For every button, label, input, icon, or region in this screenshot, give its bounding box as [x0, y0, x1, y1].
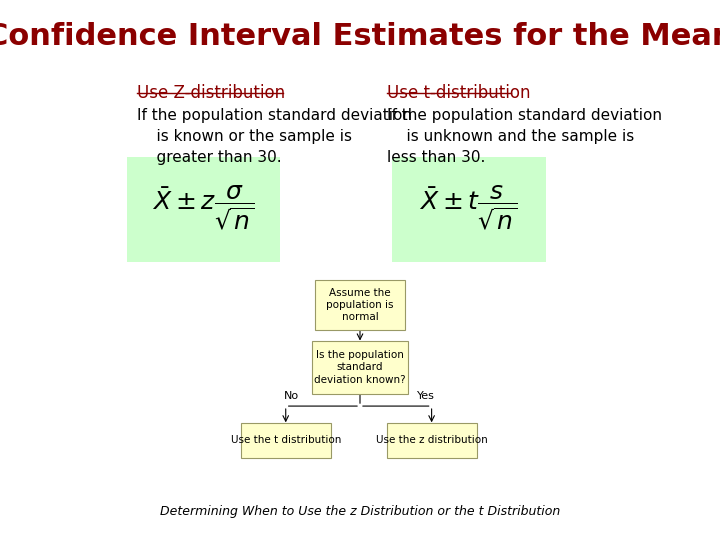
Text: No: No	[284, 390, 299, 401]
Text: Use the z distribution: Use the z distribution	[376, 435, 487, 445]
Text: Use the t distribution: Use the t distribution	[230, 435, 341, 445]
FancyBboxPatch shape	[127, 157, 280, 262]
FancyBboxPatch shape	[240, 422, 330, 458]
FancyBboxPatch shape	[387, 422, 477, 458]
Text: Use t-distribution: Use t-distribution	[387, 84, 530, 102]
Text: If the population standard deviation
    is unknown and the sample is
less than : If the population standard deviation is …	[387, 108, 662, 165]
Text: Use Z-distribution: Use Z-distribution	[138, 84, 285, 102]
Text: Confidence Interval Estimates for the Mean: Confidence Interval Estimates for the Me…	[0, 22, 720, 51]
Text: $\bar{X} \pm z\dfrac{\sigma}{\sqrt{n}}$: $\bar{X} \pm z\dfrac{\sigma}{\sqrt{n}}$	[153, 184, 255, 232]
Text: Is the population
standard
deviation known?: Is the population standard deviation kno…	[314, 350, 406, 384]
FancyBboxPatch shape	[315, 280, 405, 330]
Text: Determining When to Use the z Distribution or the t Distribution: Determining When to Use the z Distributi…	[160, 505, 560, 518]
FancyBboxPatch shape	[312, 341, 408, 394]
Text: If the population standard deviation
    is known or the sample is
    greater t: If the population standard deviation is …	[138, 108, 412, 165]
Text: $\bar{X} \pm t\dfrac{s}{\sqrt{n}}$: $\bar{X} \pm t\dfrac{s}{\sqrt{n}}$	[419, 184, 518, 232]
Text: Yes: Yes	[418, 390, 436, 401]
FancyBboxPatch shape	[392, 157, 546, 262]
Text: Assume the
population is
normal: Assume the population is normal	[326, 288, 394, 322]
